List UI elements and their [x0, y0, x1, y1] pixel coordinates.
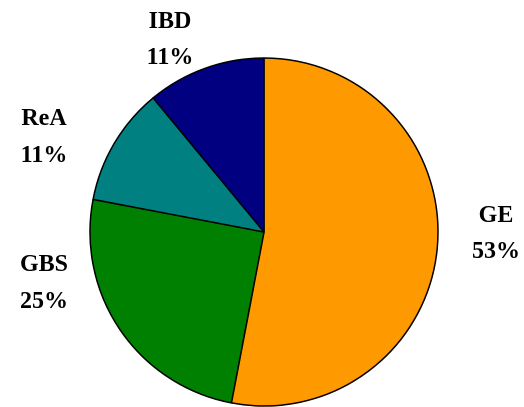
slice-label-rea: ReA [21, 105, 67, 131]
slice-percent-rea: 11% [21, 142, 68, 168]
slice-label-gbs: GBS [20, 251, 68, 277]
pie-slice-rea [92, 97, 265, 233]
pie-slice-ge [230, 57, 439, 407]
pie-slice-ibd [152, 57, 265, 233]
pie-slice-gbs [89, 198, 265, 404]
pie-labels: GE 53% GBS 25% ReA 11% IBD 11% [20, 8, 520, 314]
slice-percent-gbs: 25% [20, 288, 68, 314]
slice-label-ibd: IBD [149, 8, 192, 34]
slice-label-ge: GE [479, 202, 514, 228]
slice-percent-ge: 53% [472, 238, 520, 264]
pie-slices [89, 57, 439, 407]
slice-percent-ibd: 11% [147, 44, 194, 70]
